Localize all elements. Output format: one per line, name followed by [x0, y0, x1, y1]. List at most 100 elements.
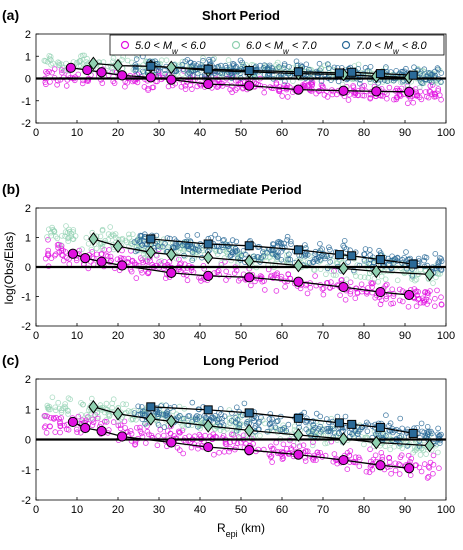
scatter-point-small [57, 423, 64, 430]
scatter-point-large [403, 249, 409, 255]
scatter-point-small [396, 286, 403, 293]
scatter-point-small [346, 452, 353, 459]
scatter-point-large [218, 62, 224, 69]
scatter-point-medium [309, 442, 316, 449]
scatter-point-small [418, 96, 425, 103]
scatter-point-large [310, 418, 316, 424]
y-tick-label: 2 [25, 374, 31, 386]
legend: 5.0 < Mw < 6.0 6.0 < Mw < 7.0 7.0 < Mw < 8… [109, 34, 445, 56]
x-axis-label: Repi (km) [217, 521, 265, 539]
square-marker [408, 70, 418, 80]
scatter-point-small [384, 464, 391, 470]
scatter-point-medium [173, 255, 180, 262]
scatter-point-small [45, 237, 51, 243]
scatter-point-small [434, 287, 440, 294]
circle-marker [244, 80, 255, 91]
square-marker [293, 245, 303, 255]
scatter-point-small [104, 253, 111, 260]
scatter-point-small [431, 303, 438, 310]
scatter-point-large [189, 399, 196, 406]
scatter-point-large [274, 418, 281, 424]
scatter-point-large [267, 411, 274, 417]
scatter-point-medium [84, 55, 90, 62]
scatter-point-large [187, 59, 194, 66]
scatter-point-large [228, 417, 235, 424]
scatter-point-large [436, 440, 443, 447]
scatter-point-large [394, 258, 401, 264]
circle-marker [65, 62, 76, 73]
scatter-point-small [392, 460, 399, 467]
scatter-point-small [63, 83, 70, 89]
scatter-point-small [41, 424, 48, 431]
scatter-point-medium [52, 404, 58, 411]
square-marker [334, 418, 344, 428]
scatter-point-small [358, 281, 365, 288]
scatter-point-large [132, 64, 139, 71]
circle-marker [293, 449, 304, 460]
scatter-point-small [73, 257, 80, 264]
panel-title: Long Period [203, 353, 279, 368]
scatter-point-small [117, 425, 124, 432]
scatter-point-small [429, 82, 436, 88]
scatter-point-medium [131, 407, 137, 414]
scatter-point-small [313, 282, 320, 289]
scatter-point-small [426, 464, 433, 471]
diamond-marker [88, 399, 99, 414]
scatter-point-large [221, 237, 227, 243]
square-marker [244, 65, 254, 75]
scatter-point-large [434, 431, 441, 438]
scatter-point-large [135, 403, 142, 410]
scatter-point-large [305, 429, 312, 435]
y-tick-label: -2 [21, 495, 31, 507]
legend-marker [341, 40, 351, 50]
scatter-point-large [283, 427, 290, 434]
scatter-point-small [320, 291, 327, 298]
scatter-point-small [369, 280, 375, 287]
scatter-point-small [356, 463, 363, 470]
scatter-point-small [99, 251, 105, 257]
scatter-point-large [187, 71, 194, 77]
y-tick-label: -2 [21, 321, 31, 333]
scatter-point-small [248, 282, 254, 289]
scatter-point-large [331, 64, 338, 71]
scatter-point-small [42, 423, 49, 430]
scatter-point-medium [157, 243, 163, 250]
scatter-point-large [282, 78, 288, 85]
scatter-point-small [438, 301, 445, 308]
scatter-point-medium [123, 401, 129, 408]
x-tick-label: 10 [71, 504, 83, 516]
circle-marker [67, 248, 79, 259]
scatter-point-small [74, 429, 80, 436]
scatter-point-small [47, 414, 54, 421]
scatter-point-small [407, 472, 414, 479]
scatter-point-small [127, 428, 134, 434]
scatter-point-small [145, 270, 151, 276]
square-marker [244, 241, 254, 251]
scatter-point-small [114, 256, 121, 263]
scatter-point-large [232, 246, 239, 252]
scatter-point-large [346, 429, 353, 436]
x-tick-label: 60 [276, 127, 288, 139]
scatter-point-small [363, 290, 370, 297]
series-line-2 [93, 406, 430, 447]
scatter-point-small [43, 81, 49, 88]
scatter-point-large [214, 416, 220, 423]
scatter-point-medium [180, 248, 187, 255]
scatter-point-small [186, 262, 192, 269]
scatter-point-large [194, 70, 201, 77]
scatter-point-large [211, 415, 217, 422]
x-tick-label: 60 [276, 330, 288, 342]
scatter-point-small [111, 80, 118, 86]
scatter-point-medium [361, 274, 368, 281]
scatter-point-medium [65, 411, 71, 417]
scatter-point-small [418, 468, 425, 475]
scatter-point-small [164, 428, 171, 434]
scatter-point-large [310, 426, 317, 433]
scatter-point-medium [163, 57, 170, 63]
scatter-point-medium [105, 237, 112, 243]
scatter-point-small [250, 441, 256, 447]
scatter-point-large [287, 256, 294, 263]
scatter-point-small [386, 84, 393, 91]
circle-marker [338, 454, 349, 466]
scatter-point-small [58, 67, 65, 73]
